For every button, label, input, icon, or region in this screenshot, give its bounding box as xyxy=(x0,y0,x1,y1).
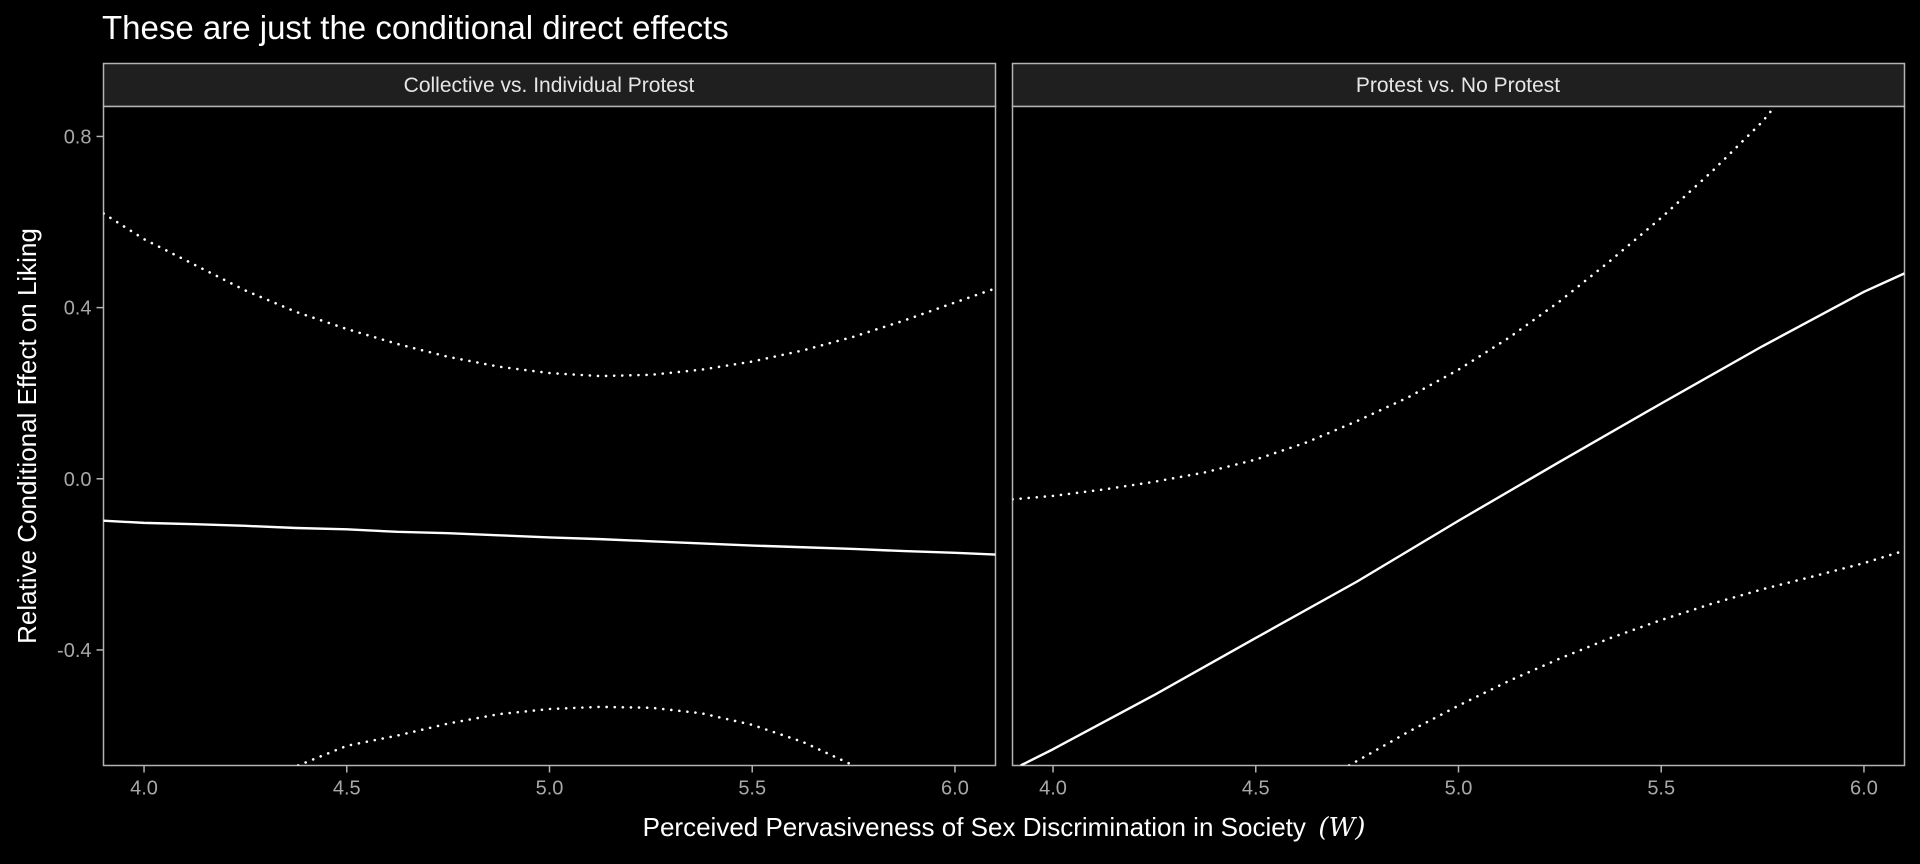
series-estimate-line xyxy=(103,519,996,556)
x-axis-title-text: Perceived Pervasiveness of Sex Discrimin… xyxy=(643,812,1306,842)
panel-strip-label: Collective vs. Individual Protest xyxy=(404,74,695,97)
panel-strip-label: Protest vs. No Protest xyxy=(1356,74,1560,97)
x-tick-label: 4.5 xyxy=(333,778,361,800)
x-tick-label: 4.0 xyxy=(1039,778,1067,800)
series-estimate-line xyxy=(1020,272,1905,766)
plot-area xyxy=(1011,105,1906,767)
x-tick-label: 4.0 xyxy=(130,778,158,800)
panel-strip xyxy=(102,62,997,108)
x-axis-title: Perceived Pervasiveness of Sex Discrimin… xyxy=(643,812,1366,843)
x-tick-label: 6.0 xyxy=(941,778,969,800)
x-tick-label: 5.0 xyxy=(536,778,564,800)
x-tick-label: 5.5 xyxy=(738,778,766,800)
x-tick-label: 6.0 xyxy=(1850,778,1878,800)
x-tick-label: 5.0 xyxy=(1445,778,1473,800)
y-tick-label: 0.0 xyxy=(64,469,92,491)
y-axis-title: Relative Conditional Effect on Liking xyxy=(12,228,42,644)
chart-title: These are just the conditional direct ef… xyxy=(102,9,729,46)
series-upper-ci-line xyxy=(1012,106,1777,501)
series-lower-ci-line xyxy=(296,705,855,766)
axis-ticks: 4.0 4.5 5.0 5.5 6.0 -0.4 0.0 0.4 0.8 4.0 4.5 5.0 5.5… xyxy=(57,126,1878,799)
y-tick-label: 0.4 xyxy=(64,298,92,320)
y-tick-label: -0.4 xyxy=(57,640,91,662)
x-tick-label: 5.5 xyxy=(1647,778,1675,800)
series-upper-ci-line xyxy=(103,212,996,378)
panel-protest-vs-no-protest: Protest vs. No Protest xyxy=(1011,62,1906,767)
y-tick-label: 0.8 xyxy=(64,126,92,148)
x-axis-title-variable: (W) xyxy=(1318,813,1365,843)
x-tick-label: 4.5 xyxy=(1242,778,1270,800)
plot-area xyxy=(102,105,997,767)
panel-collective-vs-individual: Collective vs. Individual Protest xyxy=(102,62,997,767)
